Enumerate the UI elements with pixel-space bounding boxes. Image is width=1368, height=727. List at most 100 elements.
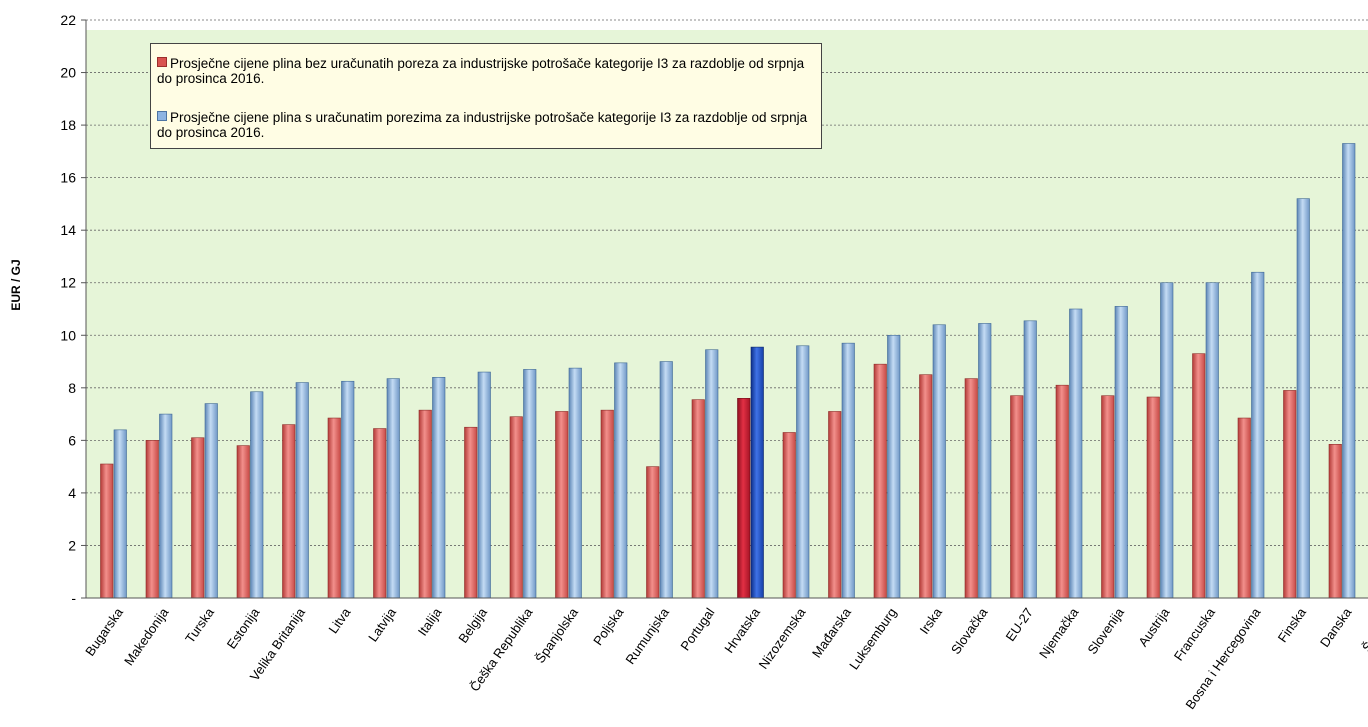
legend-swatch-red	[157, 57, 167, 67]
bar-with-tax-14	[705, 349, 719, 599]
x-tick-label: Španjolska	[532, 604, 581, 665]
legend-item-without-tax: Prosječne cijene plina bez uračunatih po…	[157, 56, 817, 86]
bar-with-tax-23	[1114, 306, 1128, 599]
bar-with-tax-1	[113, 429, 127, 599]
bar-without-tax-10	[509, 416, 523, 599]
x-tick-label: Danska	[1317, 604, 1355, 649]
bar-without-tax-16	[782, 432, 796, 599]
x-tick-label: Estonija	[224, 604, 263, 651]
x-tick-label: Makedonija	[121, 604, 172, 668]
bar-without-tax-17	[828, 411, 842, 599]
bar-without-tax-21	[1010, 395, 1024, 599]
bar-with-tax-9	[477, 371, 491, 599]
bar-without-tax-3	[191, 437, 205, 599]
bar-with-tax-13	[659, 361, 673, 599]
bar-without-tax-5	[282, 424, 296, 599]
x-tick-label: Italija	[415, 604, 445, 638]
bar-with-tax-3	[204, 403, 218, 599]
bar-without-tax-9	[464, 426, 478, 599]
bar-with-tax-8	[432, 377, 446, 599]
x-tick-label: Portugal	[677, 605, 717, 653]
x-tick-label: Latvija	[365, 604, 399, 644]
bar-with-tax-27	[1296, 198, 1310, 599]
bar-with-tax-11	[568, 367, 582, 599]
x-tick-label: Litva	[325, 604, 353, 636]
bar-without-tax-28	[1328, 444, 1342, 599]
bar-without-tax-1	[100, 463, 114, 599]
bar-without-tax-13	[646, 466, 660, 599]
x-tick-label: EU-27	[1003, 605, 1036, 644]
x-tick-label: Nizozemska	[756, 604, 809, 671]
y-tick-label: 10	[60, 327, 76, 343]
x-tick-label: Švedska	[1359, 604, 1368, 654]
bar-with-tax-4	[250, 391, 264, 599]
y-tick-label: -	[71, 590, 76, 606]
bar-without-tax-11	[555, 411, 569, 599]
bar-without-tax-24	[1146, 396, 1160, 599]
bar-without-tax-15	[737, 398, 751, 599]
bar-without-tax-26	[1237, 417, 1251, 599]
bar-without-tax-23	[1101, 395, 1115, 599]
x-tick-label: Belgija	[455, 604, 490, 645]
x-tick-label: Rumunjska	[622, 604, 672, 667]
bar-without-tax-4	[236, 445, 250, 599]
y-tick-label: 2	[68, 537, 76, 553]
bar-with-tax-19	[932, 324, 946, 599]
y-tick-label: 4	[68, 485, 76, 501]
x-tick-label: Luksemburg	[846, 605, 899, 672]
x-tick-label: Finska	[1275, 604, 1310, 645]
bar-with-tax-6	[341, 380, 355, 599]
x-tick-label: Hrvatska	[721, 604, 763, 655]
y-tick-label: 22	[60, 12, 76, 28]
bar-with-tax-16	[796, 345, 810, 599]
x-tick-label: Slovenija	[1084, 604, 1127, 656]
bar-without-tax-12	[600, 409, 614, 599]
bars	[100, 143, 1356, 599]
x-tick-label: Turska	[182, 604, 217, 645]
legend: Prosječne cijene plina bez uračunatih po…	[150, 43, 822, 149]
y-tick-label: 18	[60, 117, 76, 133]
bar-with-tax-25	[1205, 282, 1219, 599]
x-tick-label: Poljska	[590, 604, 627, 648]
bar-with-tax-12	[614, 362, 628, 599]
bar-with-tax-26	[1251, 271, 1265, 599]
bar-without-tax-18	[873, 363, 887, 599]
legend-swatch-blue	[157, 111, 167, 121]
bar-with-tax-2	[159, 413, 173, 599]
x-tick-label: Bugarska	[82, 604, 126, 658]
y-tick-label: 20	[60, 65, 76, 81]
y-tick-label: 14	[60, 222, 76, 238]
y-tick-label: 16	[60, 170, 76, 186]
x-tick-label: Austrija	[1135, 604, 1173, 649]
bar-with-tax-28	[1342, 143, 1356, 599]
bar-without-tax-22	[1055, 384, 1069, 599]
bar-with-tax-10	[523, 369, 537, 599]
bar-with-tax-21	[1023, 320, 1037, 599]
x-tick-label: Njemačka	[1036, 604, 1082, 661]
bar-with-tax-22	[1069, 308, 1083, 599]
bar-with-tax-24	[1160, 282, 1174, 599]
bar-without-tax-25	[1192, 353, 1206, 599]
bar-without-tax-6	[327, 417, 341, 599]
y-tick-label: 8	[68, 380, 76, 396]
y-axis-label: EUR / GJ	[9, 259, 23, 310]
bar-without-tax-7	[373, 428, 387, 599]
bar-with-tax-18	[887, 334, 901, 599]
bar-without-tax-20	[964, 378, 978, 599]
legend-label-with-tax: Prosječne cijene plina s uračunatim pore…	[157, 110, 808, 140]
bar-with-tax-17	[841, 342, 855, 599]
bar-with-tax-7	[386, 378, 400, 599]
x-tick-label: Irska	[917, 604, 946, 636]
x-tick-label: Francuska	[1171, 604, 1219, 663]
legend-label-without-tax: Prosječne cijene plina bez uračunatih po…	[157, 56, 805, 86]
x-tick-label: Slovačka	[948, 604, 991, 656]
bar-without-tax-2	[145, 440, 159, 599]
y-tick-label: 12	[60, 275, 76, 291]
bar-with-tax-20	[978, 323, 992, 599]
bar-without-tax-8	[418, 409, 432, 599]
legend-item-with-tax: Prosječne cijene plina s uračunatim pore…	[157, 110, 817, 140]
bar-without-tax-19	[919, 374, 933, 599]
bar-with-tax-5	[295, 382, 309, 599]
bar-without-tax-14	[691, 399, 705, 599]
